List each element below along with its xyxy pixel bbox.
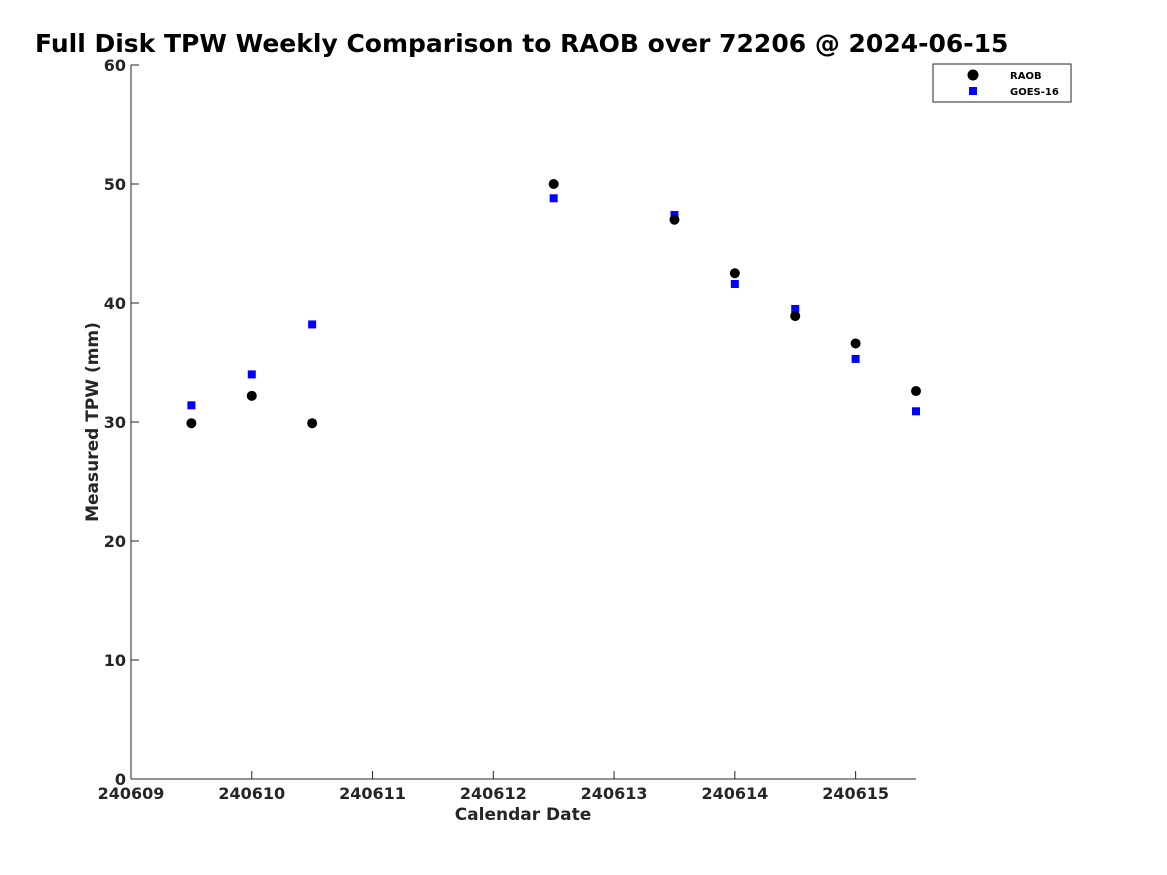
goes16-point bbox=[851, 354, 860, 363]
goes16-point bbox=[912, 407, 920, 416]
data-points bbox=[186, 179, 921, 429]
y-tick-label: 10 bbox=[104, 651, 126, 670]
goes16-point bbox=[791, 304, 800, 313]
goes16-point bbox=[247, 370, 256, 379]
raob-point bbox=[548, 179, 559, 189]
plot-axes bbox=[130, 65, 916, 780]
x-tick-label: 240614 bbox=[701, 784, 768, 803]
y-axis-label: Measured TPW (mm) bbox=[83, 322, 103, 522]
goes16-point bbox=[730, 279, 739, 288]
y-tick-label: 30 bbox=[104, 413, 126, 432]
raob-point bbox=[669, 214, 680, 225]
goes16-point bbox=[187, 401, 196, 410]
x-tick-label: 240613 bbox=[581, 784, 648, 803]
legend: RAOB GOES-16 bbox=[932, 63, 1072, 103]
chart-title: Full Disk TPW Weekly Comparison to RAOB … bbox=[35, 29, 1008, 58]
raob-point bbox=[911, 386, 921, 397]
x-tick-label: 240610 bbox=[218, 784, 285, 803]
y-tick-label: 40 bbox=[104, 294, 126, 313]
y-tick-label: 20 bbox=[104, 532, 126, 551]
legend-label-goes16: GOES-16 bbox=[1010, 87, 1059, 98]
raob-point bbox=[790, 311, 801, 322]
legend-marker-raob bbox=[967, 69, 979, 81]
y-tick-label: 50 bbox=[104, 175, 126, 194]
goes16-point bbox=[549, 194, 558, 203]
y-tick-label: 60 bbox=[104, 56, 126, 75]
y-tick-label: 0 bbox=[115, 770, 126, 789]
goes16-point bbox=[308, 320, 317, 329]
y-axis-ticks: 0 10 20 30 40 50 60 bbox=[104, 56, 139, 789]
x-tick-label: 240615 bbox=[822, 784, 889, 803]
x-axis-label: Calendar Date bbox=[455, 805, 592, 825]
legend-marker-goes16 bbox=[969, 87, 977, 95]
raob-point bbox=[729, 268, 740, 279]
x-tick-label: 240609 bbox=[98, 784, 165, 803]
raob-point bbox=[850, 338, 861, 349]
x-tick-label: 240612 bbox=[460, 784, 527, 803]
x-axis-ticks: 240609 240610 240611 240612 240613 240614 2406… bbox=[98, 771, 889, 803]
legend-label-raob: RAOB bbox=[1010, 71, 1042, 82]
raob-point bbox=[246, 390, 257, 401]
raob-point bbox=[186, 418, 197, 429]
raob-point bbox=[307, 418, 318, 429]
x-tick-label: 240611 bbox=[339, 784, 406, 803]
legend-box bbox=[932, 63, 1072, 103]
